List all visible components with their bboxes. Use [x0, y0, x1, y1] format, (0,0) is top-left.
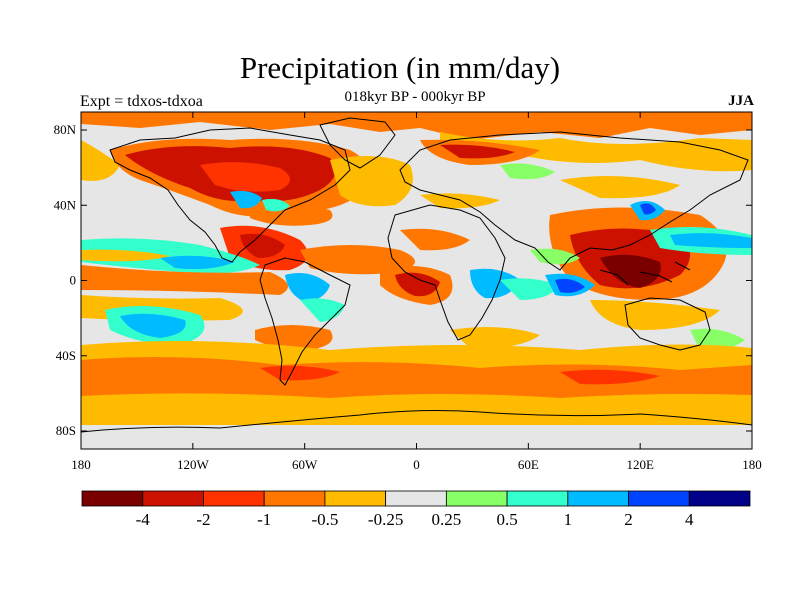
- anomaly-region: [160, 255, 235, 270]
- coastline-eurasia: [399, 131, 749, 271]
- legend-label: 0.5: [496, 510, 517, 529]
- anomaly-region: [81, 265, 288, 295]
- coastline-africa: [387, 204, 506, 341]
- anomaly-region: [600, 254, 661, 288]
- anomaly-region: [120, 313, 186, 338]
- anomaly-region: [330, 156, 413, 207]
- legend-swatch: [567, 490, 629, 507]
- lon-tick-label: 60W: [292, 457, 318, 472]
- legend-swatch: [506, 490, 569, 507]
- anomaly-region: [81, 112, 752, 140]
- season-label: JJA: [728, 93, 754, 109]
- anomaly-region: [300, 245, 415, 275]
- legend-swatch: [688, 490, 751, 507]
- anomaly-region: [81, 356, 752, 398]
- legend-swatch: [385, 490, 447, 507]
- anomaly-region: [400, 228, 470, 251]
- legend-label: 1: [564, 510, 573, 529]
- anomaly-region: [420, 193, 500, 209]
- coastline-greenland: [319, 117, 396, 169]
- coastline-australia: [624, 297, 711, 351]
- map-plot-area: [81, 112, 752, 449]
- lon-tick-label: 0: [413, 457, 420, 472]
- legend-swatch: [203, 490, 265, 507]
- anomaly-region: [285, 272, 330, 302]
- color-legend: -4 -2 -1 -0.5 -0.25 0.25 0.5 1 2 4: [81, 490, 751, 529]
- anomaly-region: [200, 162, 290, 192]
- anomaly-region: [470, 268, 520, 299]
- legend-swatch: [324, 490, 387, 507]
- legend-swatch: [142, 490, 204, 507]
- legend-label: -1: [257, 510, 271, 529]
- anomaly-region: [395, 272, 440, 297]
- map-title: Precipitation (in mm/day): [239, 50, 561, 85]
- lon-tick-label: 180: [71, 457, 91, 472]
- anomaly-region: [560, 369, 660, 385]
- experiment-label: Expt = tdxos-tdxoa: [80, 93, 203, 110]
- latitude-axis: 80N 40N 0 40S 80S: [54, 122, 752, 438]
- legend-label: 0.25: [431, 510, 461, 529]
- anomaly-region: [255, 325, 333, 350]
- anomaly-region: [262, 198, 290, 212]
- lat-tick-label: 0: [70, 273, 77, 288]
- legend-swatch: [81, 490, 144, 507]
- anomaly-region: [500, 163, 555, 180]
- longitude-axis: 180 120W 60W 0 60E 120E 180: [71, 112, 762, 472]
- anomaly-region: [81, 398, 752, 425]
- coastline-south-america: [259, 257, 351, 386]
- anomaly-region: [240, 233, 285, 258]
- legend-swatch: [445, 490, 508, 507]
- legend-label: -0.5: [311, 510, 338, 529]
- legend-label: -4: [136, 510, 151, 529]
- lon-tick-label: 180: [742, 457, 762, 472]
- anomaly-region: [555, 278, 585, 293]
- legend-swatch: [628, 490, 690, 507]
- map-subtitle: 018kyr BP - 000kyr BP: [344, 89, 486, 105]
- lon-tick-label: 120E: [626, 457, 654, 472]
- anomaly-region: [81, 249, 170, 262]
- lat-tick-label: 80S: [56, 423, 76, 438]
- coastlines: [81, 117, 752, 433]
- lat-tick-label: 80N: [54, 122, 77, 137]
- anomaly-region: [440, 144, 515, 159]
- anomaly-region: [670, 233, 752, 248]
- coastline-maritime: [599, 261, 691, 286]
- lon-tick-label: 60E: [518, 457, 539, 472]
- coastline-north-america: [109, 127, 351, 263]
- lat-tick-label: 40S: [56, 348, 76, 363]
- legend-label: -0.25: [368, 510, 403, 529]
- legend-swatch: [263, 490, 326, 507]
- anomaly-region: [640, 203, 656, 215]
- coastline-antarctica: [81, 410, 752, 433]
- anomaly-region: [590, 300, 720, 330]
- legend-label: -2: [196, 510, 210, 529]
- anomaly-region: [230, 190, 262, 209]
- lat-tick-label: 40N: [54, 197, 77, 212]
- anomaly-region: [81, 140, 120, 181]
- legend-label: 4: [685, 510, 694, 529]
- anomaly-region: [500, 278, 560, 300]
- legend-label: 2: [624, 510, 633, 529]
- lon-tick-label: 120W: [177, 457, 210, 472]
- anomaly-region: [560, 176, 680, 199]
